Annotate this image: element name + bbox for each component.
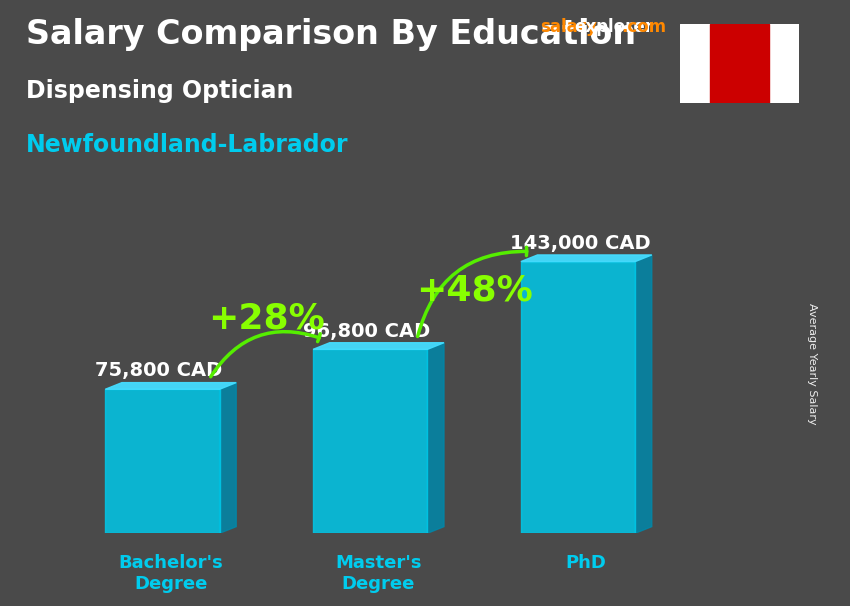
- Text: Salary Comparison By Education: Salary Comparison By Education: [26, 18, 636, 51]
- Text: Dispensing Optician: Dispensing Optician: [26, 79, 293, 103]
- Bar: [105, 389, 219, 533]
- Text: +28%: +28%: [208, 301, 325, 335]
- Bar: [313, 350, 428, 533]
- Polygon shape: [710, 24, 769, 103]
- Text: Average Yearly Salary: Average Yearly Salary: [807, 303, 817, 424]
- Polygon shape: [313, 343, 444, 350]
- Polygon shape: [428, 343, 444, 533]
- Polygon shape: [105, 382, 236, 389]
- Text: 🍁: 🍁: [730, 49, 749, 78]
- Polygon shape: [635, 255, 652, 533]
- Text: Newfoundland-Labrador: Newfoundland-Labrador: [26, 133, 348, 158]
- Polygon shape: [769, 24, 799, 103]
- Text: Bachelor's
Degree: Bachelor's Degree: [118, 554, 224, 593]
- Text: .com: .com: [621, 18, 666, 36]
- Text: +48%: +48%: [416, 273, 532, 307]
- Polygon shape: [680, 24, 710, 103]
- Polygon shape: [521, 255, 652, 262]
- Text: salary: salary: [540, 18, 597, 36]
- Bar: [521, 262, 635, 533]
- Text: 96,800 CAD: 96,800 CAD: [303, 322, 430, 341]
- Text: Master's
Degree: Master's Degree: [335, 554, 422, 593]
- Text: explorer: explorer: [575, 18, 654, 36]
- Polygon shape: [219, 382, 236, 533]
- Text: PhD: PhD: [566, 554, 607, 573]
- Text: 143,000 CAD: 143,000 CAD: [511, 234, 651, 253]
- Text: 75,800 CAD: 75,800 CAD: [95, 362, 222, 381]
